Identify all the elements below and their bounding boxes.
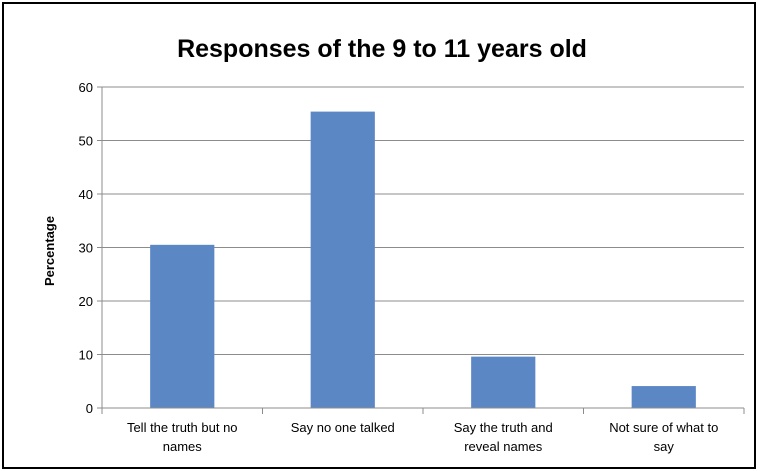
y-axis-title: Percentage (42, 216, 57, 286)
bar (150, 244, 215, 408)
tick-labels: 0 10 20 30 40 50 60 Tell the truth but no names S… (79, 80, 719, 454)
y-tick-label: 10 (79, 348, 93, 363)
y-tick-label: 20 (79, 294, 93, 309)
x-category-label: Tell the truth but no names (127, 420, 238, 454)
chart-frame (2, 2, 756, 469)
x-category-label: Not sure of what to say (609, 420, 718, 454)
y-tick-label: 50 (79, 134, 93, 149)
axes (97, 86, 745, 414)
y-tick-label: 0 (86, 401, 93, 416)
bar (471, 356, 536, 408)
chart-title: Responses of the 9 to 11 years old (177, 35, 587, 63)
bar (631, 386, 696, 408)
x-category-label: Say no one talked (291, 420, 395, 435)
bars (150, 111, 696, 409)
bar (310, 111, 375, 409)
y-tick-label: 40 (79, 187, 93, 202)
x-category-label: Say the truth and reveal names (454, 420, 553, 454)
y-tick-label: 30 (79, 241, 93, 256)
y-tick-label: 60 (79, 80, 93, 95)
